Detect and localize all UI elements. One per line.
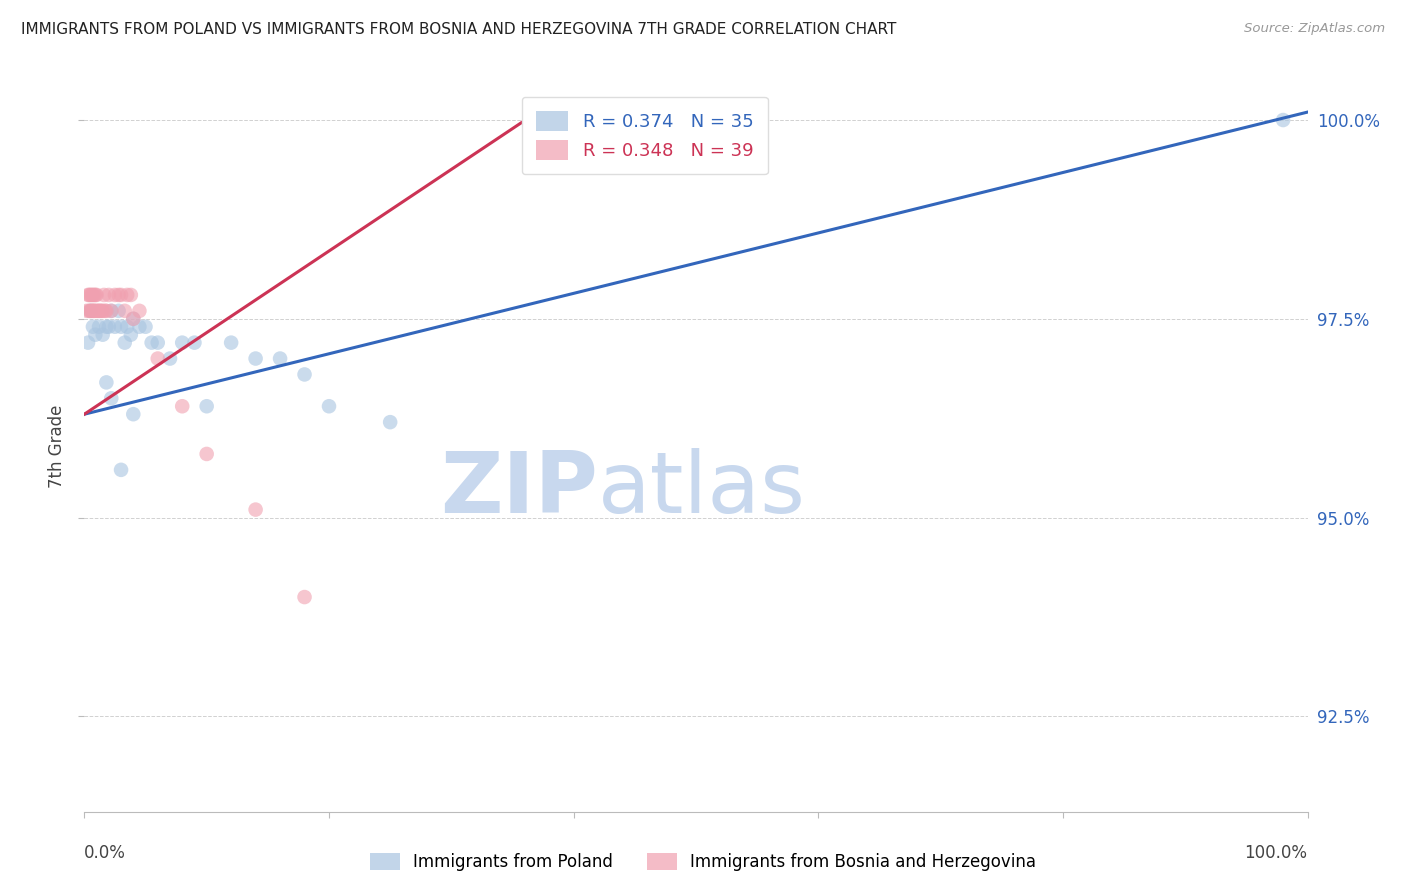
- Point: [76, 303, 98, 318]
- Point: [91, 303, 114, 318]
- Point: [96, 319, 118, 334]
- Point: [93, 288, 115, 302]
- Point: [84, 327, 107, 342]
- Point: [80, 303, 103, 318]
- Point: [77, 288, 100, 302]
- Point: [245, 502, 267, 516]
- Point: [82, 288, 104, 302]
- Point: [91, 327, 114, 342]
- Point: [294, 590, 316, 604]
- Point: [183, 335, 205, 350]
- Point: [120, 327, 142, 342]
- Point: [104, 319, 127, 334]
- Point: [104, 288, 127, 302]
- Point: [89, 303, 111, 318]
- Point: [135, 319, 157, 334]
- Point: [77, 303, 100, 318]
- Point: [110, 463, 132, 477]
- Point: [146, 351, 169, 366]
- Point: [84, 288, 107, 302]
- Text: Source: ZipAtlas.com: Source: ZipAtlas.com: [1244, 22, 1385, 36]
- Point: [96, 303, 118, 318]
- Point: [128, 319, 150, 334]
- Point: [97, 319, 120, 334]
- Point: [94, 303, 117, 318]
- Text: ZIP: ZIP: [440, 449, 598, 532]
- Point: [87, 303, 110, 318]
- Point: [294, 368, 316, 382]
- Point: [122, 311, 145, 326]
- Point: [159, 351, 181, 366]
- Point: [83, 303, 105, 318]
- Text: 100.0%: 100.0%: [1244, 844, 1308, 862]
- Point: [107, 303, 129, 318]
- Point: [83, 303, 105, 318]
- Point: [1272, 113, 1295, 128]
- Text: IMMIGRANTS FROM POLAND VS IMMIGRANTS FROM BOSNIA AND HERZEGOVINA 7TH GRADE CORRE: IMMIGRANTS FROM POLAND VS IMMIGRANTS FRO…: [21, 22, 897, 37]
- Point: [100, 303, 122, 318]
- Point: [87, 319, 110, 334]
- Point: [146, 335, 169, 350]
- Point: [82, 303, 104, 318]
- Point: [195, 447, 218, 461]
- Point: [122, 311, 145, 326]
- Point: [79, 303, 101, 318]
- Point: [172, 399, 194, 413]
- Point: [245, 351, 267, 366]
- Point: [172, 335, 194, 350]
- Point: [120, 288, 142, 302]
- Point: [141, 335, 163, 350]
- Y-axis label: 7th Grade: 7th Grade: [48, 404, 66, 488]
- Point: [82, 319, 104, 334]
- Point: [115, 288, 138, 302]
- Point: [87, 303, 110, 318]
- Legend: Immigrants from Poland, Immigrants from Bosnia and Herzegovina: Immigrants from Poland, Immigrants from …: [361, 845, 1045, 880]
- Point: [110, 319, 132, 334]
- Point: [107, 288, 129, 302]
- Point: [122, 407, 145, 421]
- Point: [195, 399, 218, 413]
- Point: [97, 288, 120, 302]
- Point: [86, 303, 108, 318]
- Point: [96, 376, 118, 390]
- Point: [269, 351, 291, 366]
- Point: [79, 288, 101, 302]
- Legend: R = 0.374   N = 35, R = 0.348   N = 39: R = 0.374 N = 35, R = 0.348 N = 39: [522, 96, 768, 174]
- Point: [90, 303, 112, 318]
- Point: [114, 335, 136, 350]
- Point: [80, 288, 103, 302]
- Point: [219, 335, 242, 350]
- Text: atlas: atlas: [598, 449, 806, 532]
- Point: [115, 319, 138, 334]
- Point: [110, 288, 132, 302]
- Point: [77, 335, 100, 350]
- Point: [318, 399, 340, 413]
- Point: [83, 288, 105, 302]
- Point: [380, 415, 402, 429]
- Point: [128, 303, 150, 318]
- Point: [79, 303, 101, 318]
- Text: 0.0%: 0.0%: [84, 844, 127, 862]
- Point: [86, 288, 108, 302]
- Point: [100, 392, 122, 406]
- Point: [114, 303, 136, 318]
- Point: [100, 303, 122, 318]
- Point: [77, 288, 100, 302]
